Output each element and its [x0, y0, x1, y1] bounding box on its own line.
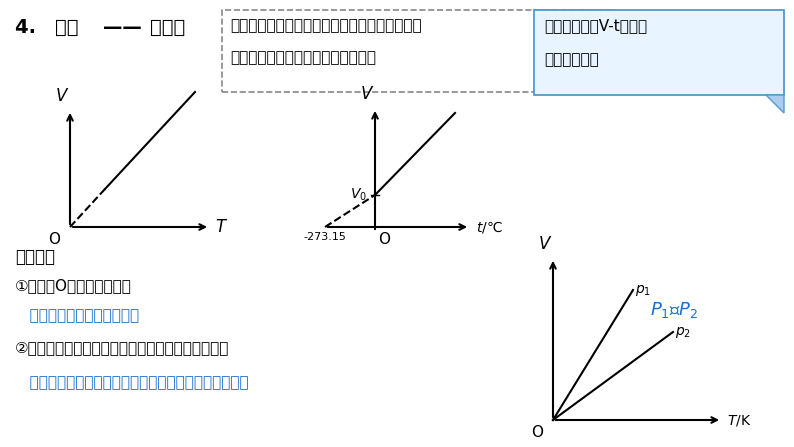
Text: $p_2$: $p_2$	[675, 325, 691, 340]
Text: ——: ——	[103, 18, 142, 37]
Text: $V_0$: $V_0$	[350, 187, 367, 203]
Polygon shape	[766, 95, 784, 113]
Text: 表示等压线？: 表示等压线？	[544, 52, 599, 67]
Text: $V$: $V$	[55, 87, 69, 105]
Text: $V$: $V$	[360, 85, 374, 103]
Text: ①为什么O点附近用虚线？: ①为什么O点附近用虚线？	[15, 278, 132, 293]
Text: $P_1$＜$P_2$: $P_1$＜$P_2$	[650, 300, 698, 320]
Text: 4.: 4.	[15, 18, 49, 37]
Text: 一定质量的某种气体在等压变化过程中，体积随: 一定质量的某种气体在等压变化过程中，体积随	[230, 18, 422, 33]
Text: 同一等压线上各点压强相同，且斜率越大，压强越小。: 同一等压线上各点压强相同，且斜率越大，压强越小。	[15, 375, 249, 390]
FancyBboxPatch shape	[534, 10, 784, 95]
Text: ②同一气体，在不同压强下等压线的斜率有何不同？: ②同一气体，在不同压强下等压线的斜率有何不同？	[15, 340, 229, 355]
Text: $T$: $T$	[215, 218, 228, 236]
Text: $p_1$: $p_1$	[635, 283, 651, 298]
Text: O: O	[531, 425, 543, 440]
Text: O: O	[378, 232, 390, 247]
Text: -273.15: -273.15	[303, 232, 346, 242]
Text: 温度变化关系的直线，叫做等压线。: 温度变化关系的直线，叫做等压线。	[230, 50, 376, 65]
Text: O: O	[48, 232, 60, 247]
Text: 思考：如何在V-t图像中: 思考：如何在V-t图像中	[544, 18, 647, 33]
Text: $V$: $V$	[538, 235, 552, 253]
Text: 不可能达到热力学绝对零度: 不可能达到热力学绝对零度	[15, 308, 139, 323]
Text: $t$/℃: $t$/℃	[476, 219, 503, 235]
Text: 等压线: 等压线	[150, 18, 185, 37]
FancyBboxPatch shape	[222, 10, 614, 92]
Text: 想一想：: 想一想：	[15, 248, 55, 266]
Text: $T$/K: $T$/K	[727, 413, 751, 427]
Text: 图象: 图象	[55, 18, 79, 37]
